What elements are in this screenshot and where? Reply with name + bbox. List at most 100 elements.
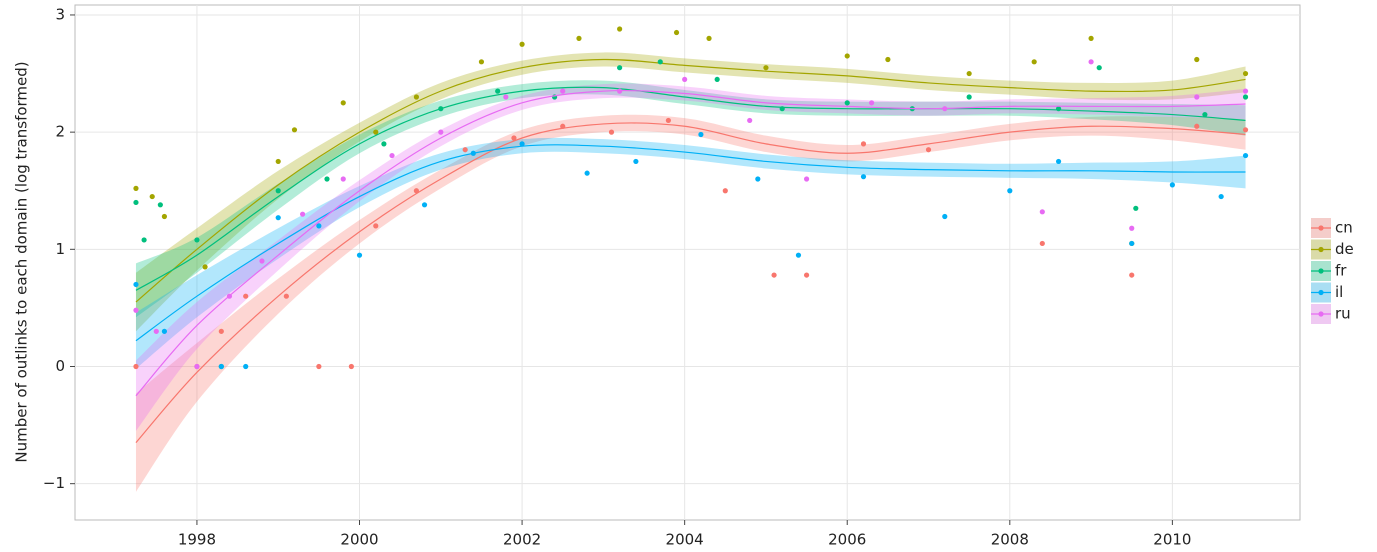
point (133, 281, 139, 288)
point (194, 237, 200, 243)
point (275, 158, 281, 165)
point (617, 88, 623, 94)
point (1242, 88, 1249, 94)
point (133, 307, 139, 313)
point (275, 215, 281, 221)
y-tick-label: 2 (55, 123, 65, 141)
point (243, 293, 249, 299)
point (1039, 209, 1045, 215)
point (218, 328, 224, 334)
point (462, 147, 468, 153)
point (714, 76, 720, 83)
legend-dot (1318, 289, 1324, 296)
point (243, 363, 249, 370)
point (803, 176, 810, 182)
fit-line (135, 58, 1246, 303)
point (966, 70, 972, 77)
point (519, 141, 525, 147)
point (161, 328, 168, 334)
point (722, 188, 728, 194)
point (157, 202, 163, 208)
point (324, 176, 330, 182)
point (300, 211, 306, 217)
point (560, 88, 566, 94)
point (869, 100, 875, 106)
point (389, 152, 395, 159)
point (202, 264, 208, 270)
point (503, 94, 509, 100)
x-tick-label: 2010 (1153, 531, 1191, 549)
point (925, 147, 932, 153)
x-tick-label: 1998 (178, 531, 216, 549)
point (194, 363, 200, 370)
point (860, 141, 867, 147)
point (218, 363, 224, 370)
point (755, 176, 761, 182)
point (617, 26, 623, 32)
point (1169, 182, 1175, 188)
x-tick-label: 2002 (503, 531, 541, 549)
fit-line (135, 89, 1246, 397)
point (1129, 272, 1135, 278)
point (1194, 94, 1200, 100)
point (413, 94, 420, 100)
legend-label: ru (1335, 305, 1351, 323)
point (373, 129, 379, 135)
point (495, 88, 501, 94)
point (1007, 188, 1013, 194)
point (1218, 193, 1224, 200)
point (844, 100, 850, 106)
point (1129, 225, 1135, 231)
legend-label: il (1335, 283, 1343, 301)
legend-dot (1318, 225, 1324, 231)
legend-label: cn (1335, 219, 1353, 237)
confidence-band (135, 80, 1246, 318)
y-tick-label: 0 (55, 357, 65, 375)
point (161, 213, 168, 220)
point (1031, 59, 1037, 65)
point (1055, 106, 1062, 112)
point (1242, 127, 1249, 133)
point (966, 94, 972, 100)
point (844, 53, 850, 59)
y-tick-label: 1 (55, 240, 65, 258)
point (438, 106, 444, 112)
legend-dot (1318, 268, 1324, 274)
point (1088, 35, 1094, 41)
point (356, 252, 363, 258)
point (381, 141, 387, 147)
x-tick-label: 2000 (340, 531, 378, 549)
point (1242, 152, 1249, 159)
point (771, 272, 777, 278)
point (779, 106, 785, 112)
point (698, 131, 704, 138)
point (560, 123, 566, 129)
point (340, 100, 346, 106)
fit-line (135, 144, 1246, 342)
y-tick-label: −1 (43, 474, 65, 492)
legend-label: de (1335, 240, 1354, 258)
point (942, 213, 948, 220)
point (706, 35, 712, 41)
point (1096, 65, 1102, 71)
point (617, 65, 623, 71)
point (153, 328, 159, 334)
legend-dot (1318, 311, 1324, 317)
point (1202, 111, 1208, 118)
y-tick-label: 3 (55, 5, 65, 23)
point (584, 170, 590, 176)
legend-dot (1318, 246, 1324, 253)
point (438, 129, 444, 135)
x-tick-label: 2006 (828, 531, 866, 549)
point (413, 188, 420, 194)
point (259, 258, 265, 264)
point (348, 363, 354, 370)
point (860, 174, 867, 180)
point (576, 35, 582, 41)
point (470, 150, 476, 156)
point (682, 76, 688, 83)
fit-line (135, 122, 1246, 444)
point (373, 223, 379, 229)
point (1039, 240, 1045, 247)
